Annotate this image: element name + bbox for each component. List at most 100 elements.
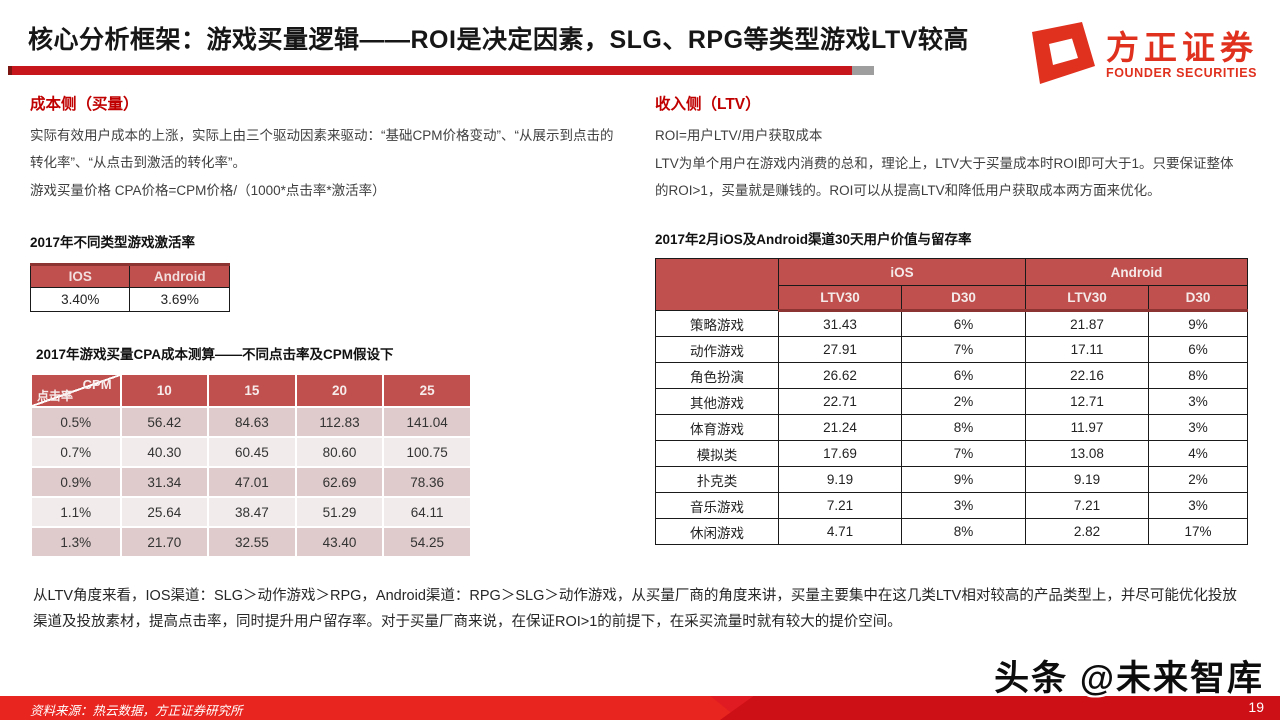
cpa-value: 31.34	[121, 468, 208, 496]
table-row: 0.9% 31.34 47.01 62.69 78.36	[32, 468, 470, 496]
ltv-header-android: Android	[1025, 258, 1249, 286]
cpa-value: 80.60	[296, 438, 383, 466]
ltv-value: 4.71	[778, 518, 902, 545]
ltv-value: 22.16	[1025, 362, 1150, 389]
ltv-category: 策略游戏	[655, 310, 779, 337]
ltv-category: 体育游戏	[655, 414, 779, 441]
footer-bar: 资料来源：热云数据，方正证券研究所 19	[0, 696, 1280, 720]
ltv-value: 9.19	[778, 466, 902, 493]
ltv-value: 7.21	[1025, 492, 1150, 519]
ltv-value: 26.62	[778, 362, 902, 389]
accent-bar-right-cap	[852, 66, 874, 75]
ltv-value: 9%	[1148, 310, 1249, 337]
ltv-category: 角色扮演	[655, 362, 779, 389]
cpa-value: 112.83	[296, 408, 383, 436]
table-row: iOS Android	[655, 258, 1249, 311]
founder-securities-logo: 方正证券 FOUNDER SECURITIES	[1016, 20, 1258, 91]
toutiao-watermark: 头条 @未来智库	[994, 659, 1264, 698]
cpa-cost-table: CPM 点击率 10 15 20 25 0.5% 56.42 84.63 112…	[30, 373, 472, 558]
ltv-value: 8%	[900, 414, 1027, 441]
ltv-subheader: LTV30	[1025, 285, 1150, 312]
cpa-value: 21.70	[121, 528, 208, 556]
table-row: 0.7% 40.30 60.45 80.60 100.75	[32, 438, 470, 466]
logo-english-name: FOUNDER SECURITIES	[1106, 66, 1258, 81]
table-row: 体育游戏 21.24 8% 11.97 3%	[655, 414, 1249, 441]
activation-table-title: 2017年不同类型游戏激活率	[30, 235, 196, 250]
ltv-value: 17.11	[1025, 336, 1150, 363]
cpa-value: 141.04	[384, 408, 470, 436]
page-title: 核心分析框架：游戏买量逻辑——ROI是决定因素，SLG、RPG等类型游戏LTV较…	[28, 26, 969, 54]
ltv-value: 21.24	[778, 414, 902, 441]
cpa-rate: 1.3%	[32, 528, 120, 556]
ltv-value: 27.91	[778, 336, 902, 363]
ltv-category: 动作游戏	[655, 336, 779, 363]
table-row: 动作游戏 27.91 7% 17.11 6%	[655, 336, 1249, 363]
table-row: 休闲游戏 4.71 8% 2.82 17%	[655, 518, 1249, 545]
ltv-value: 3%	[1148, 492, 1249, 519]
cpa-corner-cell: CPM 点击率	[32, 375, 120, 406]
cost-side-paragraph-2: 游戏买量价格 CPA价格=CPM价格/（1000*点击率*激活率）	[30, 183, 386, 198]
cost-side-heading: 成本侧（买量）	[30, 96, 139, 113]
cpa-rate: 1.1%	[32, 498, 120, 526]
ltv-value: 6%	[900, 362, 1027, 389]
cpa-value: 40.30	[121, 438, 208, 466]
ltv-value: 4%	[1148, 440, 1249, 467]
ltv-value: 17.69	[778, 440, 902, 467]
ltv-value: 2%	[1148, 466, 1249, 493]
activation-value-ios: 3.40%	[29, 287, 131, 312]
corner-clickrate-label: 点击率	[37, 389, 74, 403]
cpa-value: 47.01	[209, 468, 295, 496]
cpa-rate: 0.9%	[32, 468, 120, 496]
ltv-value: 31.43	[778, 310, 902, 337]
ltv-category: 其他游戏	[655, 388, 779, 415]
revenue-side-heading: 收入侧（LTV）	[655, 96, 761, 113]
ltv-category: 扑克类	[655, 466, 779, 493]
table-row: CPM 点击率 10 15 20 25	[32, 375, 470, 406]
cpa-table-title: 2017年游戏买量CPA成本测算——不同点击率及CPM假设下	[36, 347, 394, 362]
ltv-value: 6%	[900, 310, 1027, 337]
footer-bar-dark-segment	[720, 696, 1280, 720]
table-row: LTV30 D30 LTV30 D30	[656, 285, 1249, 312]
ltv-corner-empty-cell	[655, 258, 779, 311]
ltv-value: 13.08	[1025, 440, 1150, 467]
cpa-value: 32.55	[209, 528, 295, 556]
ltv-retention-table: iOS Android LTV30 D30 LTV30 D30 策略游戏 31.…	[655, 258, 1249, 545]
activation-rate-table: IOS Android 3.40% 3.69%	[29, 263, 230, 312]
cpa-rate: 0.7%	[32, 438, 120, 466]
corner-cpm-label: CPM	[82, 377, 112, 392]
founder-logo-icon	[1016, 20, 1096, 91]
ltv-value: 9.19	[1025, 466, 1150, 493]
ltv-value: 7%	[900, 336, 1027, 363]
cpa-value: 64.11	[384, 498, 470, 526]
table-row: 角色扮演 26.62 6% 22.16 8%	[655, 362, 1249, 389]
cpa-value: 56.42	[121, 408, 208, 436]
ltv-value: 7.21	[778, 492, 902, 519]
ltv-value: 12.71	[1025, 388, 1150, 415]
ltv-value: 9%	[900, 466, 1027, 493]
activation-header-ios: IOS	[29, 263, 131, 288]
ltv-category: 音乐游戏	[655, 492, 779, 519]
ltv-subheader: LTV30	[778, 285, 902, 312]
ltv-value: 6%	[1148, 336, 1249, 363]
table-row: 0.5% 56.42 84.63 112.83 141.04	[32, 408, 470, 436]
ltv-subheader: D30	[1148, 285, 1249, 312]
cpa-value: 84.63	[209, 408, 295, 436]
table-row: 模拟类 17.69 7% 13.08 4%	[655, 440, 1249, 467]
table-row: IOS Android	[29, 263, 230, 288]
data-source-note: 资料来源：热云数据，方正证券研究所	[30, 704, 243, 718]
table-row: 扑克类 9.19 9% 9.19 2%	[655, 466, 1249, 493]
revenue-side-section: 收入侧（LTV） ROI=用户LTV/用户获取成本 LTV为单个用户在游戏内消费…	[655, 92, 1249, 545]
activation-value-android: 3.69%	[129, 287, 230, 312]
revenue-side-paragraph-1: ROI=用户LTV/用户获取成本	[655, 128, 823, 143]
ltv-value: 2.82	[1025, 518, 1150, 545]
cpa-value: 43.40	[296, 528, 383, 556]
cpa-value: 78.36	[384, 468, 470, 496]
cpa-value: 100.75	[384, 438, 470, 466]
conclusion-summary-text: 从LTV角度来看，IOS渠道：SLG＞动作游戏＞RPG，Android渠道：RP…	[33, 588, 1237, 630]
cpa-value: 54.25	[384, 528, 470, 556]
cpa-header-20: 20	[296, 375, 383, 406]
title-accent-bar	[8, 66, 874, 75]
cpa-value: 25.64	[121, 498, 208, 526]
ltv-value: 22.71	[778, 388, 902, 415]
